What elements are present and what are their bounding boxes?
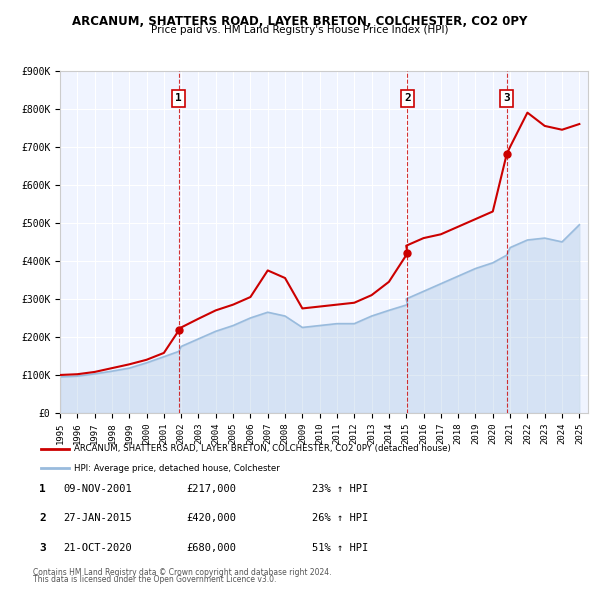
Text: 2: 2	[404, 93, 411, 103]
Text: 2: 2	[39, 513, 46, 523]
Text: 23% ↑ HPI: 23% ↑ HPI	[312, 484, 368, 493]
Text: ARCANUM, SHATTERS ROAD, LAYER BRETON, COLCHESTER, CO2 0PY (detached house): ARCANUM, SHATTERS ROAD, LAYER BRETON, CO…	[74, 444, 451, 454]
Text: 3: 3	[39, 543, 46, 552]
Text: HPI: Average price, detached house, Colchester: HPI: Average price, detached house, Colc…	[74, 464, 280, 473]
Text: £680,000: £680,000	[186, 543, 236, 552]
Text: 1: 1	[175, 93, 182, 103]
Text: 51% ↑ HPI: 51% ↑ HPI	[312, 543, 368, 552]
Text: 1: 1	[39, 484, 46, 493]
Text: £217,000: £217,000	[186, 484, 236, 493]
Text: 27-JAN-2015: 27-JAN-2015	[63, 513, 132, 523]
Text: Contains HM Land Registry data © Crown copyright and database right 2024.: Contains HM Land Registry data © Crown c…	[33, 568, 331, 577]
Text: ARCANUM, SHATTERS ROAD, LAYER BRETON, COLCHESTER, CO2 0PY: ARCANUM, SHATTERS ROAD, LAYER BRETON, CO…	[73, 15, 527, 28]
Text: 21-OCT-2020: 21-OCT-2020	[63, 543, 132, 552]
Text: 09-NOV-2001: 09-NOV-2001	[63, 484, 132, 493]
Text: Price paid vs. HM Land Registry's House Price Index (HPI): Price paid vs. HM Land Registry's House …	[151, 25, 449, 35]
Text: 26% ↑ HPI: 26% ↑ HPI	[312, 513, 368, 523]
Text: This data is licensed under the Open Government Licence v3.0.: This data is licensed under the Open Gov…	[33, 575, 277, 584]
Text: 3: 3	[503, 93, 510, 103]
Text: £420,000: £420,000	[186, 513, 236, 523]
